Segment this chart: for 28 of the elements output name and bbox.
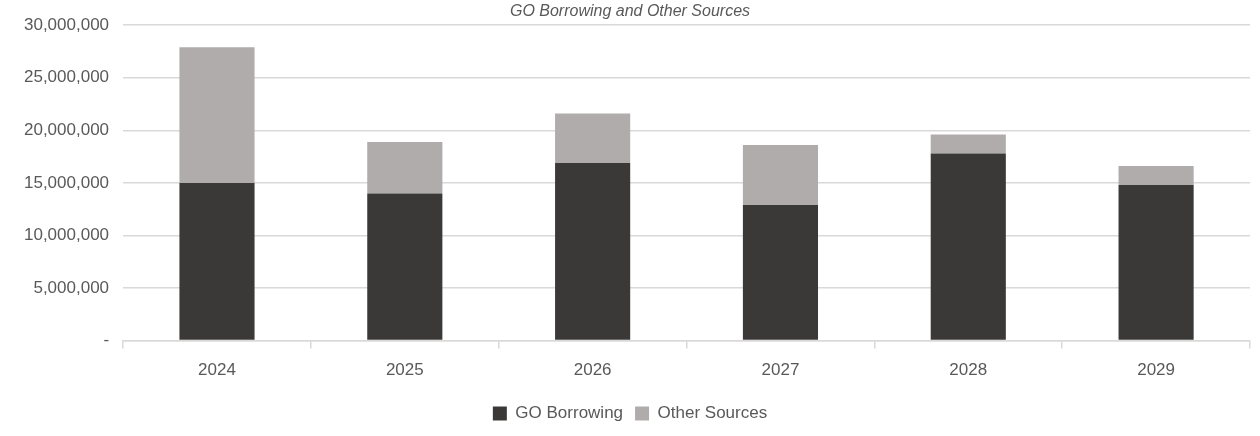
bar bbox=[179, 47, 255, 183]
chart-title: GO Borrowing and Other Sources bbox=[509, 2, 751, 20]
bar bbox=[367, 141, 443, 194]
y-tick-label: 15,000,000 bbox=[23, 172, 110, 192]
bar bbox=[1118, 166, 1194, 185]
bar bbox=[555, 113, 631, 163]
bar bbox=[367, 193, 443, 340]
y-tick-label: 30,000,000 bbox=[23, 14, 110, 34]
bar bbox=[742, 145, 819, 205]
bar bbox=[930, 134, 1006, 154]
y-tick-label: - bbox=[103, 330, 110, 350]
bar bbox=[742, 204, 819, 340]
bar bbox=[179, 182, 255, 340]
x-tick-label: 2029 bbox=[1137, 360, 1175, 380]
x-tick-label: 2026 bbox=[573, 360, 612, 380]
legend-label: Other Sources bbox=[657, 403, 768, 423]
x-tick-label: 2028 bbox=[949, 360, 988, 380]
x-tick-label: 2025 bbox=[385, 360, 424, 380]
x-tick-label: 2024 bbox=[198, 360, 236, 380]
bar bbox=[930, 153, 1006, 340]
y-tick-label: 5,000,000 bbox=[33, 277, 110, 297]
y-tick-label: 20,000,000 bbox=[23, 120, 110, 140]
legend-label: GO Borrowing bbox=[515, 403, 624, 423]
x-tick-label: 2027 bbox=[761, 360, 800, 380]
y-tick-label: 10,000,000 bbox=[23, 225, 110, 245]
y-tick-label: 25,000,000 bbox=[23, 67, 110, 87]
bar bbox=[1118, 185, 1194, 340]
bar bbox=[555, 162, 631, 340]
